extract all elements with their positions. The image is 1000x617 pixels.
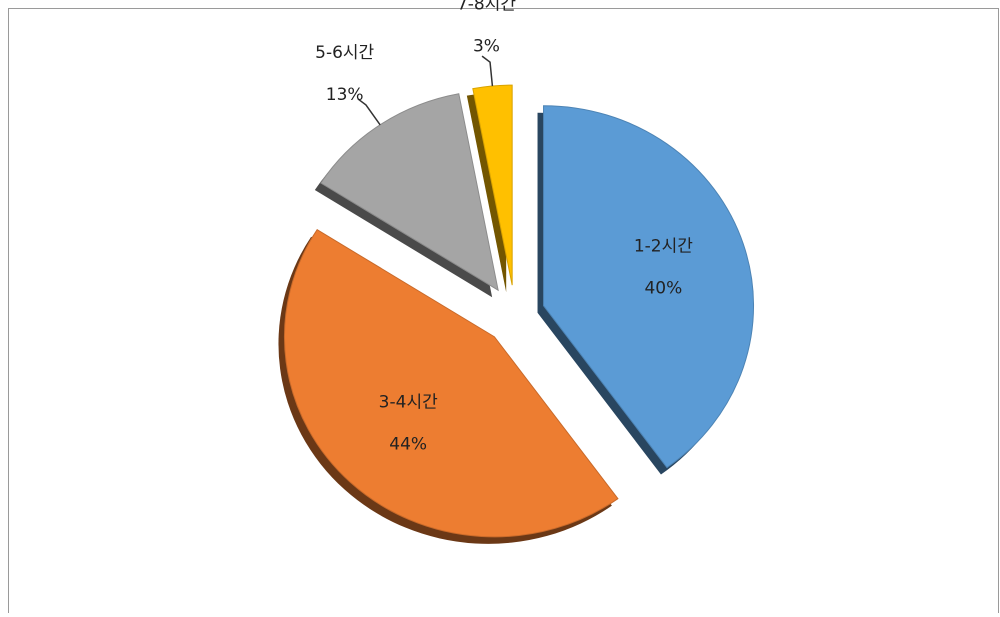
value-label: 40% xyxy=(644,279,682,299)
leader-line xyxy=(357,98,381,126)
slice xyxy=(543,105,754,469)
category-label: 7-8시간 xyxy=(457,0,516,14)
slice xyxy=(472,84,513,286)
value-label: 13% xyxy=(326,85,364,105)
slice xyxy=(283,229,619,538)
leader-line xyxy=(481,55,494,87)
slice xyxy=(320,93,499,292)
value-label: 44% xyxy=(389,434,427,454)
value-label: 3% xyxy=(473,36,500,56)
category-label: 5-6시간 xyxy=(315,43,374,63)
category-label: 3-4시간 xyxy=(379,392,438,412)
category-label: 1-2시간 xyxy=(634,237,693,257)
